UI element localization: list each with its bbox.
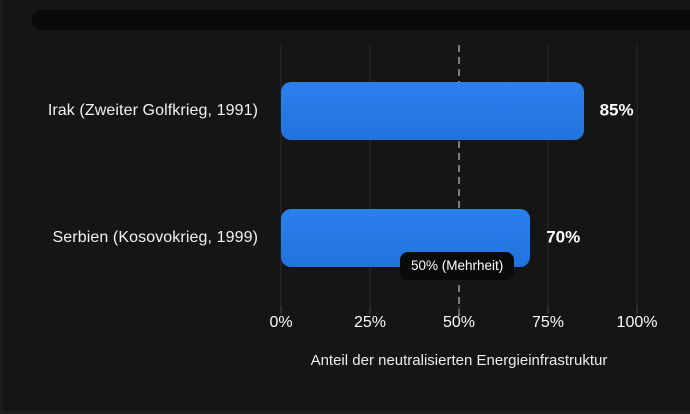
tick-label-0: 0%: [269, 314, 293, 331]
top-dark-band: [32, 10, 690, 30]
bar-irak: [281, 82, 584, 140]
reference-line: [458, 45, 460, 317]
axis-tick: [547, 306, 549, 314]
tick-label-75: 75%: [531, 314, 565, 331]
tick-label-25: 25%: [353, 314, 387, 331]
axis-tick: [369, 306, 371, 314]
category-label-serbien: Serbien (Kosovokrieg, 1999): [52, 229, 258, 246]
plot-area: 85% 70% 50% (Mehrheit): [280, 45, 638, 317]
gridline-75: [547, 45, 549, 308]
tick-label-50: 50%: [442, 314, 476, 331]
gridline-0: [280, 45, 282, 308]
x-axis-tick-labels: 0% 25% 50% 75% 100%: [269, 314, 657, 336]
tick-label-100: 100%: [616, 314, 658, 331]
axis-tick: [458, 306, 460, 314]
gridline-25: [369, 45, 371, 308]
category-label-irak: Irak (Zweiter Golfkrieg, 1991): [47, 102, 258, 119]
gridline-100: [636, 45, 638, 308]
window-edge-bottom: [0, 411, 690, 414]
axis-tick: [636, 306, 638, 314]
axis-tick: [280, 306, 282, 314]
bar-row-irak: 85%: [281, 82, 637, 140]
x-axis-title: Anteil der neutralisierten Energieinfras…: [310, 352, 608, 369]
window-edge-left: [0, 0, 3, 414]
bar-value-irak: 85%: [599, 100, 634, 120]
reference-line-badge: 50% (Mehrheit): [400, 252, 515, 280]
bar-value-serbien: 70%: [546, 227, 581, 247]
